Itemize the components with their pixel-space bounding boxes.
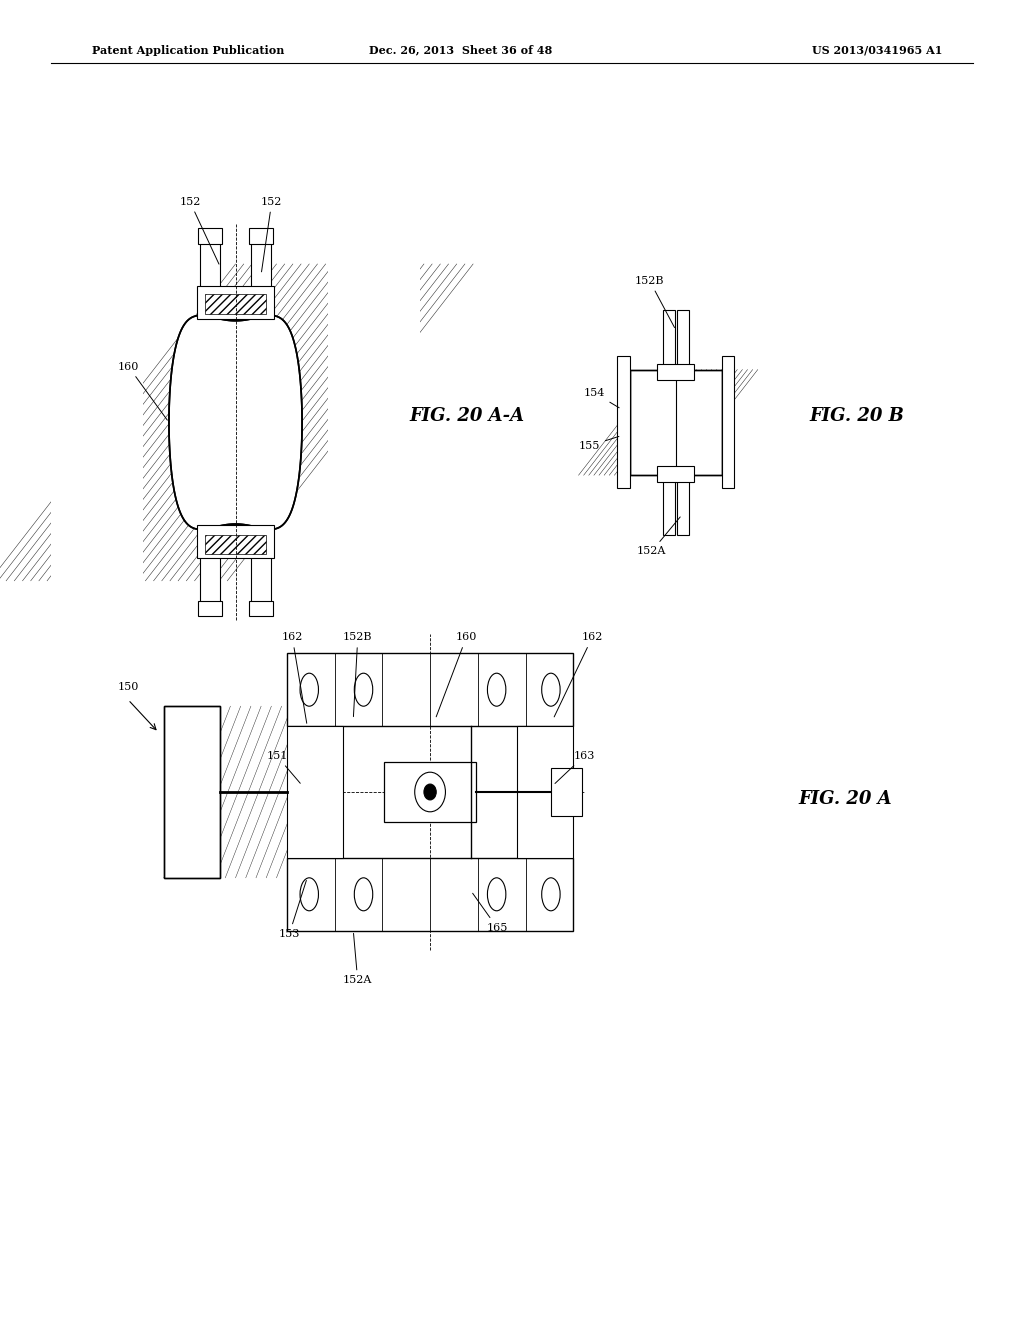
- Text: 152: 152: [179, 197, 219, 264]
- Bar: [198, 601, 222, 616]
- Bar: [663, 475, 675, 535]
- Bar: [251, 238, 271, 290]
- Ellipse shape: [354, 878, 373, 911]
- Bar: [197, 525, 274, 558]
- Text: 162: 162: [554, 632, 603, 717]
- Ellipse shape: [415, 772, 445, 812]
- Text: FIG. 20 A: FIG. 20 A: [799, 789, 892, 808]
- Bar: [249, 601, 273, 616]
- Ellipse shape: [300, 878, 318, 911]
- Text: 152A: 152A: [637, 517, 680, 557]
- Text: 153: 153: [279, 880, 306, 940]
- Bar: [249, 228, 273, 244]
- Bar: [287, 858, 573, 931]
- Bar: [205, 294, 266, 314]
- Text: FIG. 20 A-A: FIG. 20 A-A: [410, 407, 524, 425]
- Bar: [517, 726, 573, 858]
- Ellipse shape: [424, 784, 436, 800]
- Bar: [617, 356, 630, 488]
- Text: Patent Application Publication: Patent Application Publication: [92, 45, 285, 55]
- Ellipse shape: [542, 673, 560, 706]
- Text: 165: 165: [473, 894, 508, 933]
- Text: US 2013/0341965 A1: US 2013/0341965 A1: [812, 45, 942, 55]
- Bar: [200, 554, 220, 607]
- Ellipse shape: [300, 673, 318, 706]
- Text: 151: 151: [266, 751, 300, 783]
- Text: 154: 154: [584, 388, 620, 408]
- Ellipse shape: [354, 673, 373, 706]
- Text: 152A: 152A: [343, 933, 373, 986]
- Bar: [251, 554, 271, 607]
- Bar: [164, 706, 220, 878]
- Ellipse shape: [487, 673, 506, 706]
- Text: 152B: 152B: [635, 276, 675, 327]
- Bar: [722, 356, 734, 488]
- Bar: [197, 286, 274, 319]
- Bar: [677, 475, 689, 535]
- Text: FIG. 20 B: FIG. 20 B: [809, 407, 904, 425]
- Bar: [328, 224, 420, 620]
- Bar: [200, 238, 220, 290]
- Text: 150: 150: [118, 681, 138, 692]
- Bar: [384, 762, 476, 821]
- Bar: [630, 370, 722, 475]
- Text: 163: 163: [555, 751, 595, 784]
- Bar: [677, 310, 689, 370]
- Text: 160: 160: [118, 362, 167, 420]
- Bar: [164, 706, 220, 878]
- Text: 152: 152: [261, 197, 283, 272]
- Text: 152B: 152B: [343, 632, 373, 717]
- Ellipse shape: [487, 878, 506, 911]
- Bar: [287, 726, 343, 858]
- Bar: [51, 224, 143, 620]
- Bar: [657, 466, 694, 482]
- Text: Dec. 26, 2013  Sheet 36 of 48: Dec. 26, 2013 Sheet 36 of 48: [370, 45, 552, 55]
- Bar: [205, 535, 266, 554]
- Ellipse shape: [542, 878, 560, 911]
- Bar: [630, 370, 722, 475]
- Text: 160: 160: [436, 632, 477, 717]
- Polygon shape: [169, 315, 302, 529]
- Bar: [657, 364, 694, 380]
- Text: 155: 155: [579, 437, 618, 451]
- Bar: [198, 228, 222, 244]
- Text: 162: 162: [282, 632, 307, 723]
- Bar: [551, 768, 582, 816]
- Bar: [663, 310, 675, 370]
- Bar: [287, 653, 573, 726]
